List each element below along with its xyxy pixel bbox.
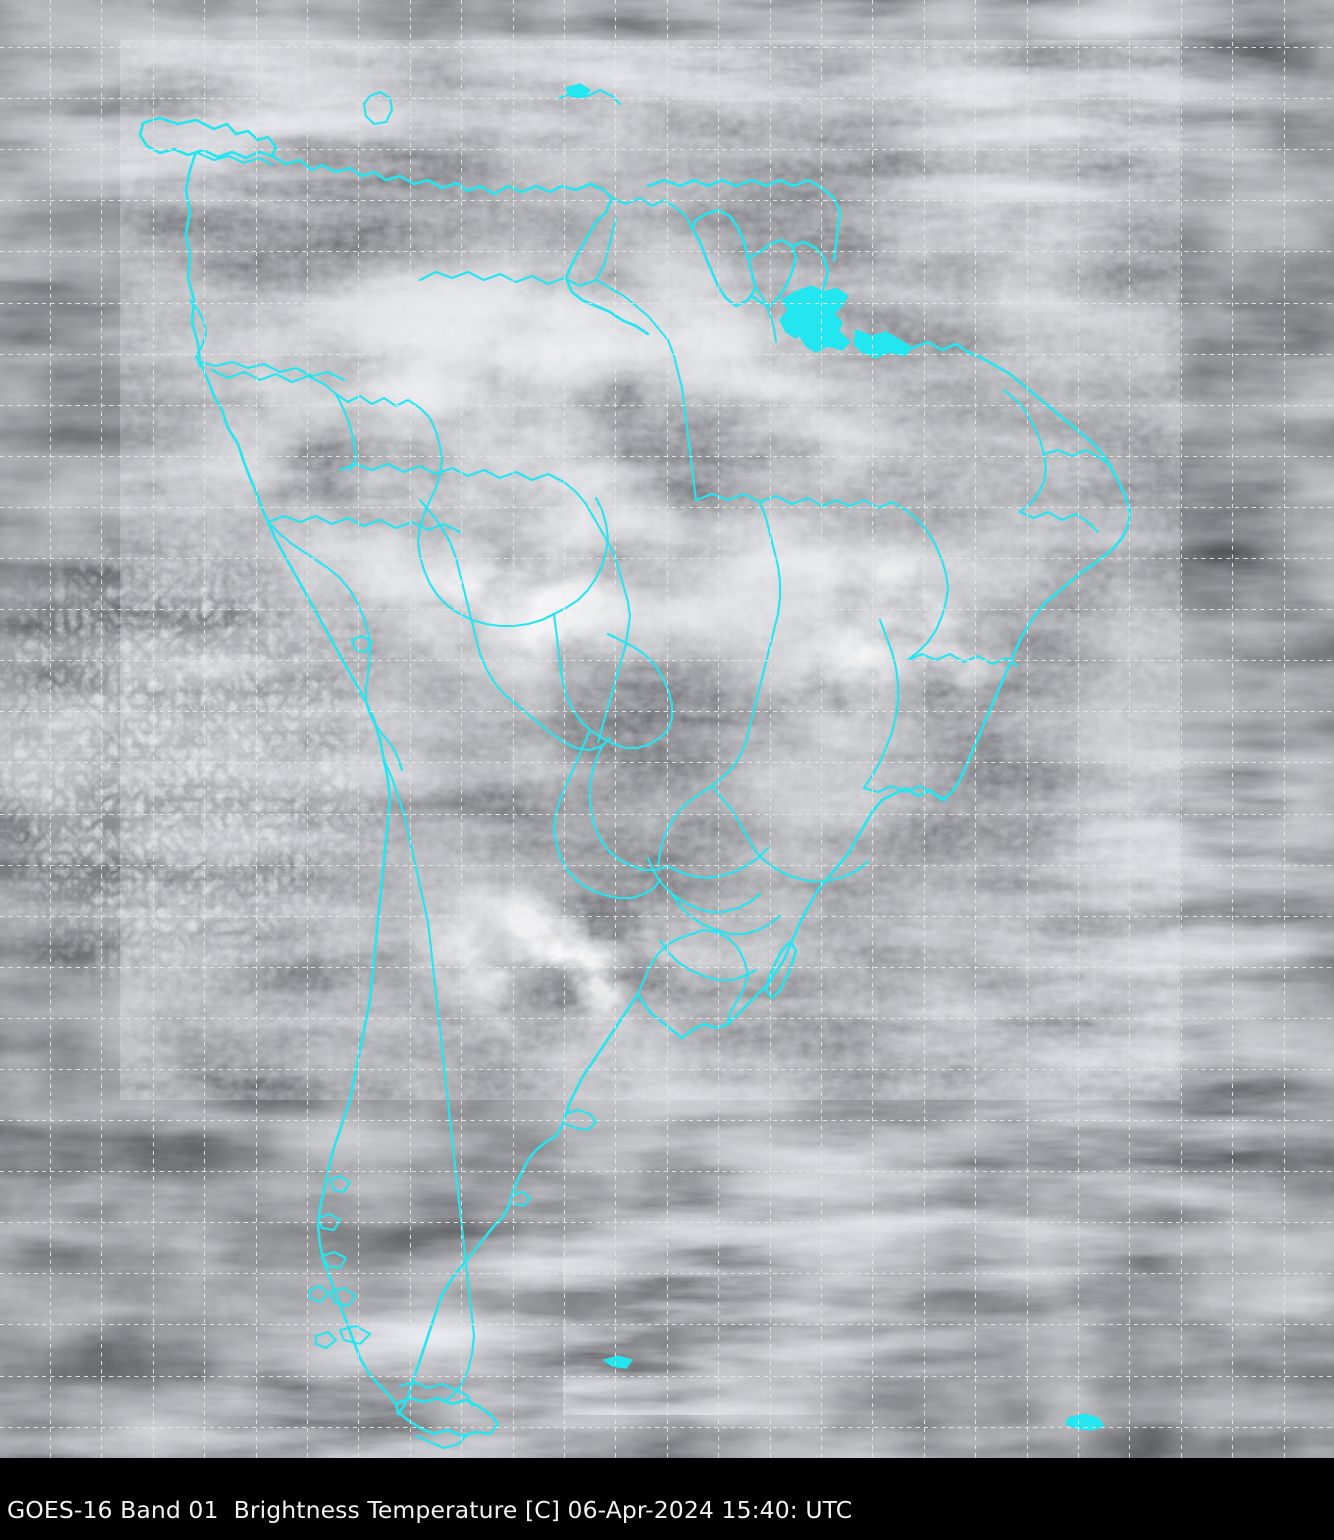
border-venezuela bbox=[492, 182, 650, 336]
border-uruguay bbox=[636, 928, 750, 1026]
border-suriname bbox=[746, 238, 798, 308]
fjord-patch-2 bbox=[316, 1212, 342, 1232]
coast-chile-pacific bbox=[266, 520, 398, 1406]
state-border-rs bbox=[658, 938, 758, 982]
lake-titicaca bbox=[350, 634, 374, 654]
border-chile-argentina bbox=[382, 758, 476, 1404]
border-bolivia bbox=[334, 392, 610, 628]
coast-tierra-del-fuego bbox=[394, 1396, 500, 1438]
state-border-goias bbox=[656, 784, 714, 868]
state-border-para-east bbox=[694, 492, 824, 508]
state-border-bahia-west bbox=[862, 618, 900, 790]
coast-peninsula-valdes bbox=[564, 1108, 598, 1132]
state-border-mt-west bbox=[418, 498, 612, 752]
coast-brazil-southeast bbox=[726, 778, 962, 1026]
coast-amazon-mouth-b bbox=[799, 317, 851, 353]
state-border-ceara bbox=[1002, 388, 1048, 514]
border-panama bbox=[138, 116, 278, 160]
coast-brazil-north bbox=[910, 340, 1132, 782]
state-border-pe-al bbox=[1018, 510, 1100, 534]
state-border-amapa bbox=[754, 286, 778, 344]
state-border-maranhao bbox=[820, 498, 930, 534]
state-border-piaui bbox=[906, 530, 950, 662]
state-border-bahia-north bbox=[906, 652, 1020, 668]
state-border-acre bbox=[210, 368, 338, 396]
border-colombia bbox=[270, 154, 496, 196]
border-guyana bbox=[690, 208, 758, 308]
coast-uruguay bbox=[636, 992, 730, 1040]
state-border-rondonia bbox=[334, 392, 358, 472]
state-border-bahia-south bbox=[862, 784, 948, 802]
coast-rio-deseado bbox=[510, 1190, 532, 1208]
fjord-patch-5 bbox=[308, 1284, 330, 1304]
border-chile-bolivia bbox=[382, 734, 404, 772]
caption-bar: GOES-16 Band 01 Brightness Temperature [… bbox=[0, 1458, 1334, 1540]
state-border-minas bbox=[710, 784, 870, 884]
border-venezuela-guyana bbox=[610, 196, 694, 230]
coast-para-islands bbox=[853, 329, 913, 359]
state-border-ms bbox=[588, 744, 670, 872]
islas-malvinas bbox=[1065, 1413, 1105, 1431]
product-caption: GOES-16 Band 01 Brightness Temperature [… bbox=[7, 1496, 853, 1524]
border-panama-south bbox=[194, 150, 274, 167]
border-colombia-ecuador bbox=[198, 360, 346, 382]
isla-grande bbox=[414, 1434, 468, 1450]
state-border-sc bbox=[670, 892, 782, 936]
state-border-para-west bbox=[666, 338, 698, 502]
coast-ecuador bbox=[188, 298, 208, 368]
state-border-roraima bbox=[594, 216, 618, 282]
state-border-amazonas-south bbox=[338, 462, 596, 520]
fjord-patch-6 bbox=[338, 1324, 372, 1346]
state-border-mt-north bbox=[592, 516, 632, 744]
border-colombia-peru bbox=[266, 514, 462, 534]
coast-colombia-pacific bbox=[184, 150, 270, 524]
state-border-amazonas-north bbox=[418, 270, 670, 342]
magellan-strait bbox=[398, 1380, 474, 1408]
state-border-sp bbox=[666, 846, 770, 880]
border-paraguay bbox=[552, 612, 674, 750]
satellite-image-panel bbox=[0, 0, 1334, 1458]
lagoa-dos-patos bbox=[764, 940, 798, 1000]
island-patch-south bbox=[603, 1355, 633, 1369]
border-peru-bolivia bbox=[266, 520, 386, 738]
fjord-patch-3 bbox=[320, 1250, 348, 1270]
coast-north-guianas bbox=[646, 178, 842, 262]
border-argentina-paraguay bbox=[552, 728, 662, 900]
island-trinidad bbox=[565, 83, 591, 99]
lake-maracaibo bbox=[362, 90, 394, 126]
fjord-patch-7 bbox=[314, 1330, 338, 1350]
country-border-overlay bbox=[138, 83, 1132, 1450]
fjord-patch-1 bbox=[328, 1174, 352, 1194]
fjord-patch-4 bbox=[328, 1286, 358, 1308]
state-border-tocantins bbox=[710, 500, 782, 788]
